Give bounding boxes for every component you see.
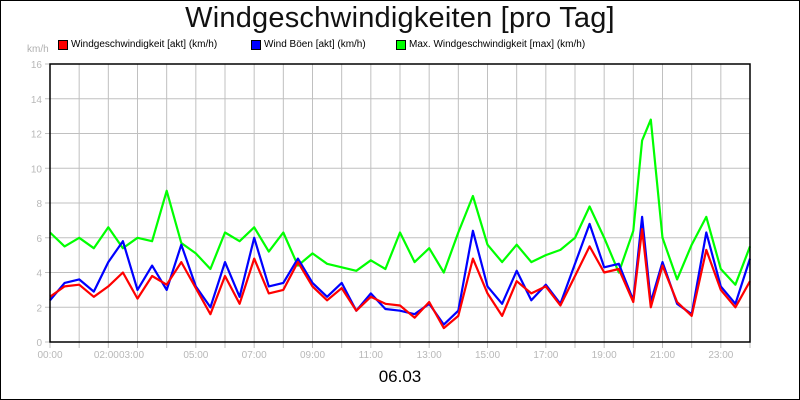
x-tick-label: 02:00 xyxy=(94,350,119,361)
series-line xyxy=(49,118,752,286)
x-tick-label: 13:00 xyxy=(417,350,442,361)
y-tick-label: 2 xyxy=(36,303,42,314)
chart-title: Windgeschwindigkeiten [pro Tag] xyxy=(185,2,615,34)
legend-item-max-wind-speed: Max. Windgeschwindigkeit [max] (km/h) xyxy=(396,39,585,50)
y-axis-unit-label: km/h xyxy=(27,44,49,55)
x-tick-label: 03:00 xyxy=(119,350,144,361)
legend-swatch-blue-icon xyxy=(251,39,261,50)
legend-item-wind-speed: Windgeschwindigkeit [akt] (km/h) xyxy=(58,39,217,50)
plot-area-border xyxy=(49,63,751,343)
legend-label: Windgeschwindigkeit [akt] (km/h) xyxy=(71,39,218,50)
y-tick-label: 12 xyxy=(31,130,43,141)
legend-label: Max. Windgeschwindigkeit [max] (km/h) xyxy=(409,39,586,50)
x-tick-label: 23:00 xyxy=(708,350,733,361)
x-axis-date-label: 06.03 xyxy=(378,367,422,386)
x-tick-label: 07:00 xyxy=(242,350,267,361)
legend-item-gusts: Wind Böen [akt] (km/h) xyxy=(251,39,366,50)
y-tick-label: 4 xyxy=(36,269,42,280)
x-tick-label: 19:00 xyxy=(592,350,617,361)
x-tick-label: 09:00 xyxy=(300,350,325,361)
chart-series xyxy=(49,118,752,330)
chart-axes: 0 2 4 6 8 10 12 14 16 00:00 02:00 03:00 05:00 07:00 09… xyxy=(31,60,751,361)
y-tick-label: 8 xyxy=(36,199,42,210)
legend-swatch-red-icon xyxy=(58,39,68,50)
legend-label: Wind Böen [akt] (km/h) xyxy=(264,39,366,50)
x-tick-label: 00:00 xyxy=(37,350,62,361)
legend-swatch-green-icon xyxy=(396,39,406,50)
x-tick-label: 15:00 xyxy=(475,350,500,361)
y-tick-label: 16 xyxy=(31,60,43,71)
y-tick-label: 6 xyxy=(36,234,42,245)
x-tick-label: 05:00 xyxy=(183,350,208,361)
y-tick-label: 10 xyxy=(31,164,43,175)
x-tick-label: 11:00 xyxy=(359,350,384,361)
x-tick-label: 21:00 xyxy=(650,350,675,361)
y-tick-label: 0 xyxy=(36,338,42,349)
x-tick-label: 17:00 xyxy=(533,350,558,361)
chart-grid xyxy=(50,64,750,342)
y-tick-label: 14 xyxy=(31,95,43,106)
series-line xyxy=(49,228,751,330)
